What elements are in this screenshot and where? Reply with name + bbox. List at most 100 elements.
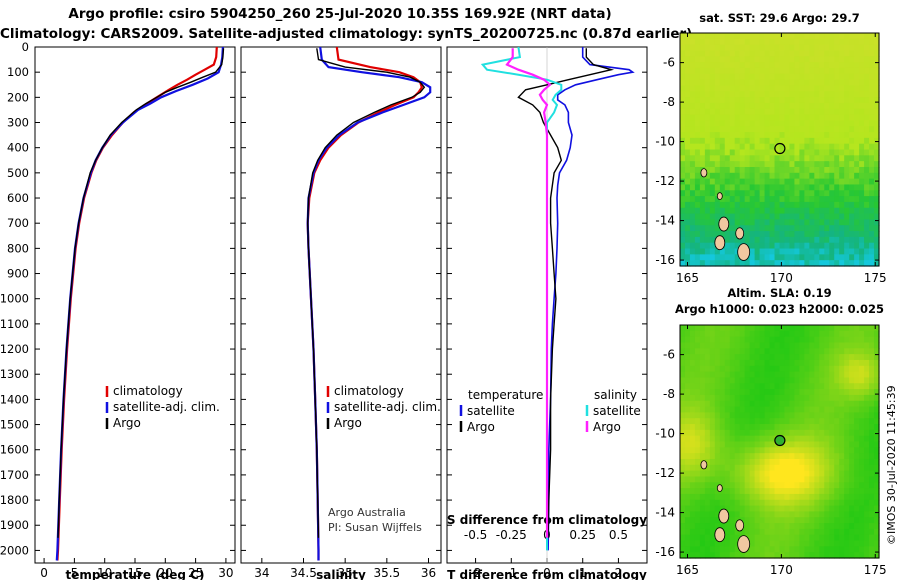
map-tile	[734, 91, 741, 98]
map-tile	[684, 225, 691, 232]
map-tile	[834, 394, 840, 402]
map-tile	[874, 126, 880, 133]
map-tile	[739, 400, 746, 408]
map-tile	[734, 552, 741, 559]
map-tile	[824, 528, 830, 536]
map-tile	[689, 260, 696, 267]
map-tile	[744, 149, 751, 156]
map-tile	[759, 517, 766, 524]
map-tile	[829, 33, 835, 40]
map-tile	[794, 114, 800, 121]
map-tile	[789, 85, 796, 92]
map-tile	[794, 453, 800, 460]
map-tile	[874, 213, 880, 220]
depth-tick-label: 1000	[0, 292, 29, 306]
map-tile	[779, 528, 786, 536]
map-tile	[734, 383, 741, 390]
map-tile	[864, 499, 870, 507]
map-tile	[849, 50, 855, 57]
map-tile	[680, 435, 686, 443]
map-tile	[724, 383, 731, 390]
map-tile	[764, 242, 771, 250]
map-tile	[749, 108, 756, 116]
map-tile	[704, 166, 711, 174]
map-tile	[794, 412, 800, 419]
map-tile	[680, 143, 686, 151]
map-tile	[739, 499, 746, 507]
map-tile	[759, 149, 766, 156]
map-tile	[759, 137, 766, 145]
map-tile	[794, 184, 800, 191]
map-tile	[799, 377, 805, 384]
map-tile	[694, 336, 701, 344]
map-tile	[694, 429, 701, 437]
map-tile	[774, 236, 781, 244]
map-tile	[759, 412, 766, 419]
map-tile	[814, 505, 820, 512]
map-tile	[714, 412, 721, 419]
map-tile	[869, 325, 875, 332]
map-tile	[739, 412, 746, 419]
map-tile	[739, 67, 746, 75]
map-tile	[854, 102, 860, 110]
map-tile	[754, 412, 761, 419]
map-tile	[819, 56, 825, 63]
map-tile	[759, 488, 766, 495]
map-tile	[729, 102, 736, 110]
map-tile	[729, 236, 736, 244]
map-tile	[874, 377, 880, 384]
map-tile	[844, 406, 850, 413]
map-tile	[754, 424, 761, 431]
map-tile	[859, 348, 865, 355]
map-tile	[724, 371, 731, 379]
map-tile	[764, 132, 771, 139]
map-tile	[680, 511, 686, 518]
map-tile	[764, 225, 771, 232]
map-tile	[749, 499, 756, 507]
map-tile	[804, 412, 810, 419]
map-tile	[729, 201, 736, 209]
map-tile	[824, 435, 830, 443]
map-tile	[754, 389, 761, 396]
map-tile	[714, 499, 721, 507]
map-tile	[824, 137, 830, 145]
map-tile	[839, 44, 845, 52]
map-tile	[680, 552, 686, 559]
map-tile	[764, 190, 771, 197]
map-tile	[719, 161, 726, 168]
map-tile	[744, 383, 751, 390]
map-tile	[734, 505, 741, 512]
map-tile	[734, 365, 741, 373]
map-tile	[784, 482, 791, 489]
map-tile	[859, 441, 865, 448]
map-tile	[724, 406, 731, 413]
map-tile	[824, 120, 830, 127]
map-tile	[874, 552, 880, 559]
map-tile	[774, 400, 781, 408]
map-tile	[684, 453, 691, 460]
island	[714, 235, 726, 251]
map-tile	[734, 196, 741, 203]
map-tile	[859, 143, 865, 151]
map-tile	[769, 236, 776, 244]
map-tile	[729, 149, 736, 156]
map-tile	[874, 325, 880, 332]
map-tile	[724, 155, 731, 162]
map-tile	[859, 488, 865, 495]
map-tile	[729, 540, 736, 547]
map-tile	[814, 91, 820, 98]
map-tile	[809, 354, 815, 361]
map-tile	[744, 517, 751, 524]
map-tile	[680, 172, 686, 180]
map-tile	[779, 493, 786, 501]
map-tile	[694, 56, 701, 63]
map-tile	[794, 126, 800, 133]
map-tile	[769, 38, 776, 46]
map-tile	[739, 137, 746, 145]
map-tile	[729, 97, 736, 104]
map-tile	[849, 435, 855, 443]
map-tile	[819, 464, 825, 472]
map-tile	[804, 523, 810, 530]
map-tile	[814, 219, 820, 226]
map-tile	[709, 126, 716, 133]
